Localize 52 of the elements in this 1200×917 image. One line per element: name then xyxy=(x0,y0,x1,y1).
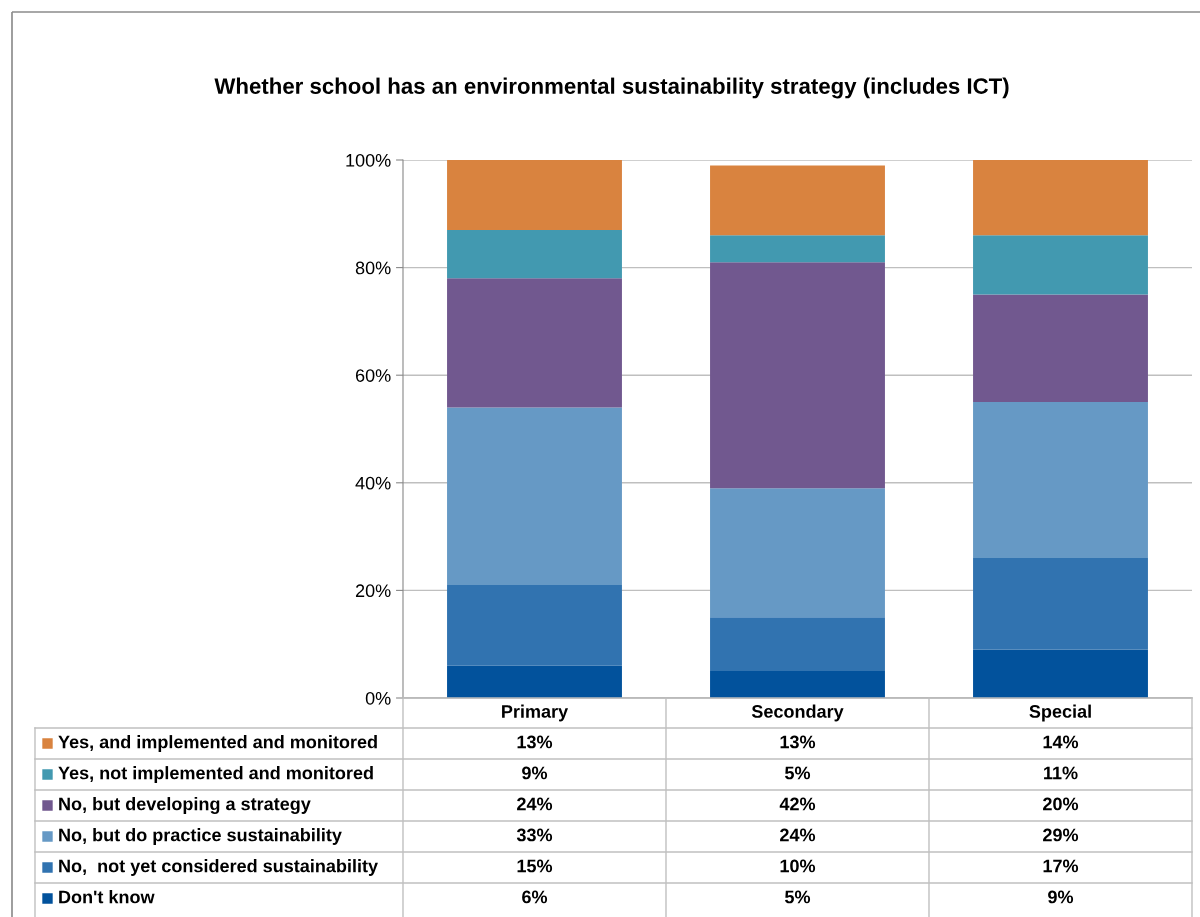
bar xyxy=(973,649,1148,698)
bar xyxy=(710,235,885,263)
data-label: 13% xyxy=(780,735,816,749)
legend-label: Yes, not implemented and monitored xyxy=(58,766,373,783)
bar xyxy=(447,278,622,408)
y-tick-label: 100% xyxy=(346,153,391,167)
data-label: 24% xyxy=(780,828,816,842)
data-label: 9% xyxy=(522,766,548,780)
x-tick-label: Special xyxy=(1029,704,1091,722)
y-tick-label: 20% xyxy=(355,584,391,598)
x-tick-label: Primary xyxy=(502,704,569,722)
y-tick-label: 0% xyxy=(365,691,391,705)
bar xyxy=(710,488,885,618)
bar xyxy=(447,585,622,666)
data-label: 24% xyxy=(517,797,553,811)
bar xyxy=(973,402,1148,559)
legend-label: Don't know xyxy=(59,890,155,904)
legend-label: No, but do practice sustainability xyxy=(59,828,342,845)
data-label: 10% xyxy=(780,859,816,873)
bar xyxy=(973,294,1148,403)
y-tick-label: 60% xyxy=(355,369,391,382)
data-label: 29% xyxy=(1043,828,1079,842)
bar xyxy=(973,558,1148,650)
data-label: 14% xyxy=(1043,735,1079,749)
legend-label: Yes, and implemented and monitored xyxy=(58,735,377,752)
bar xyxy=(973,235,1148,295)
x-tick-label: Secondary xyxy=(751,704,844,722)
data-label: 42% xyxy=(779,797,816,811)
bar xyxy=(447,665,622,698)
legend-label: No, not yet considered sustainability xyxy=(59,859,378,876)
chart-title: Whether school has an environmental sustainability strategy (includes ICT) xyxy=(214,77,1009,99)
bar xyxy=(710,262,885,489)
bar xyxy=(973,160,1148,236)
bar xyxy=(447,407,622,586)
data-label: 5% xyxy=(785,766,811,780)
data-label: 9% xyxy=(1048,890,1074,904)
data-label: 5% xyxy=(785,890,811,904)
bar xyxy=(447,160,622,230)
data-label: 6% xyxy=(522,890,548,904)
data-label: 13% xyxy=(517,735,553,749)
data-label: 20% xyxy=(1043,797,1079,811)
bar xyxy=(710,617,885,672)
bar xyxy=(447,229,622,279)
bar xyxy=(710,671,885,698)
data-label: 11% xyxy=(1044,766,1078,780)
y-tick-label: 80% xyxy=(355,261,391,275)
data-label: 17% xyxy=(1043,859,1079,873)
y-tick-label: 40% xyxy=(355,476,391,490)
bar xyxy=(710,165,885,236)
data-label: 33% xyxy=(516,828,553,842)
legend-label: No, but developing a strategy xyxy=(59,797,311,814)
data-label: 15% xyxy=(517,859,553,873)
